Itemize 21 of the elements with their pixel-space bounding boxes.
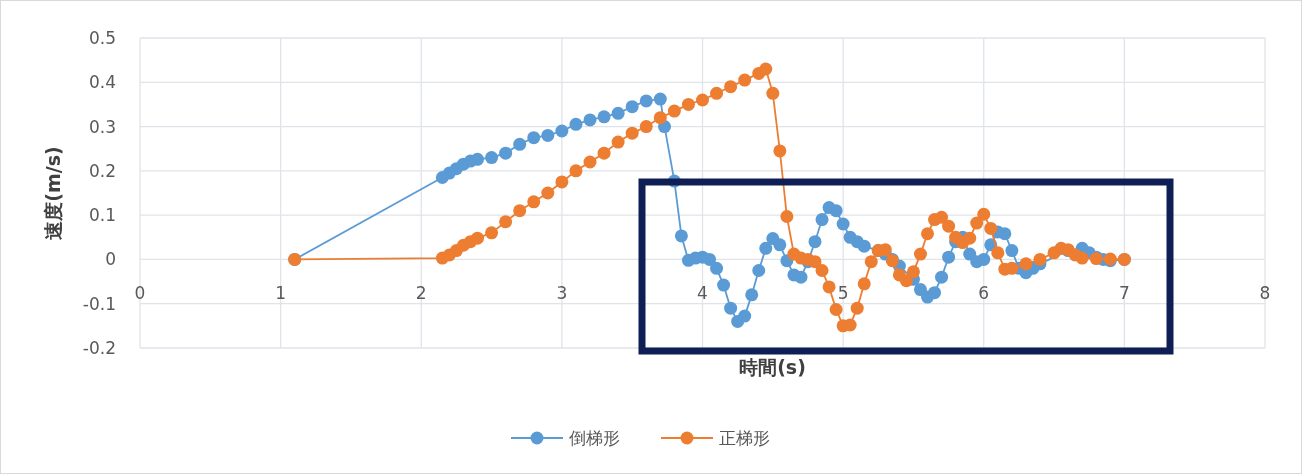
y-tick-label: 0.4 [88, 72, 116, 93]
x-tick-label: 1 [275, 283, 287, 304]
x-tick-label: 5 [837, 283, 849, 304]
y-tick-label: 0.2 [88, 160, 116, 181]
y-tick-label: 0.1 [88, 205, 116, 226]
x-axis-title: 時間(s) [739, 356, 806, 378]
y-tick-label: 0.5 [88, 28, 116, 48]
x-tick-label: 3 [556, 283, 568, 304]
x-tick-label: 8 [1259, 283, 1271, 304]
x-tick-label: 7 [1118, 283, 1130, 304]
y-tick-label: 0.3 [88, 116, 116, 137]
x-tick-label: 4 [697, 283, 708, 304]
y-tick-label: -0.1 [82, 293, 116, 314]
legend-label: 正梯形 [719, 428, 770, 448]
y-axis-title: 速度(m/s) [42, 146, 64, 240]
x-tick-label: 0 [134, 283, 146, 304]
x-tick-label: 2 [415, 283, 427, 304]
y-tick-label: -0.2 [82, 338, 116, 358]
x-tick-label: 6 [978, 283, 990, 304]
legend-label: 倒梯形 [569, 428, 620, 448]
y-tick-label: 0 [105, 249, 116, 270]
